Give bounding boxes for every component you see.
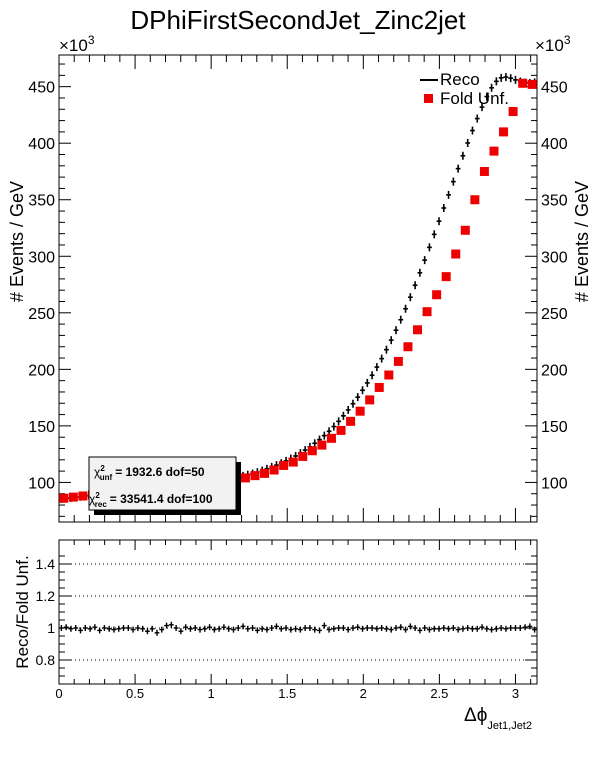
fold-point — [422, 307, 432, 317]
bottom-ytick-label: 1.2 — [36, 588, 56, 604]
top-ytick-label: 400 — [28, 136, 55, 153]
fold-point — [451, 249, 461, 259]
top-ytick-label-right: 350 — [541, 193, 568, 210]
fold-series — [59, 78, 537, 503]
stats-chi-unf: χ2 unf = 1932.6 dof=50 — [94, 464, 205, 482]
fold-point — [307, 446, 317, 456]
exponent-right: ×103 — [535, 33, 571, 55]
fold-point — [269, 465, 279, 475]
bottom-xtick-label: 2.5 — [430, 686, 448, 701]
bottom-panel-frame — [58, 539, 538, 685]
plot-title: DPhiFirstSecondJet_Zinc2jet — [130, 5, 466, 35]
exponent-left: ×103 — [59, 33, 95, 55]
fold-point — [240, 473, 250, 483]
bottom-xtick-label: 1.5 — [278, 686, 296, 701]
legend-fold-marker — [424, 94, 433, 103]
stats-box: χ2 unf = 1932.6 dof=50 χ2 rec = 33541.4 dof=… — [88, 456, 241, 515]
fold-point — [441, 272, 451, 282]
bottom-y-axis: 0.8 1 1.2 1.4 — [36, 555, 537, 677]
bottom-xtick-label: 3 — [512, 686, 519, 701]
stats-chi-rec: χ2 rec = 33541.4 dof=100 — [89, 491, 213, 509]
top-ytick-label: 250 — [28, 306, 55, 323]
fold-point — [250, 471, 260, 481]
fold-point — [59, 493, 69, 503]
bottom-ytick-label: 1.4 — [36, 556, 56, 572]
top-x-axis — [58, 55, 532, 522]
bottom-xlabel: ΔϕJet1,Jet2 — [464, 705, 532, 732]
fold-point — [279, 460, 289, 470]
top-ytick-label-right: 400 — [541, 136, 568, 153]
top-ylabel: # Events / GeV — [7, 181, 27, 302]
bottom-xtick-label: 0.5 — [126, 686, 144, 701]
top-ytick-label: 350 — [28, 193, 55, 210]
bottom-xtick-label: 2 — [360, 686, 367, 701]
legend-reco-label: Reco — [440, 70, 480, 89]
top-ytick-label-right: 300 — [541, 249, 568, 266]
fold-point — [499, 127, 509, 137]
fold-point — [432, 290, 442, 300]
stats-box-panel — [88, 456, 237, 511]
fold-point — [326, 433, 336, 443]
top-ytick-label: 450 — [28, 80, 55, 97]
fold-point — [518, 78, 528, 88]
legend: Reco Fold Unf. — [420, 70, 509, 108]
top-y-axis: 100 100 150 150 200 200 250 250 300 300 350 350 400 4… — [28, 63, 568, 517]
top-ytick-label: 100 — [28, 475, 55, 492]
fold-point — [288, 457, 298, 467]
fold-point — [403, 342, 413, 352]
fold-point — [413, 325, 422, 335]
top-ytick-label: 300 — [28, 249, 55, 266]
ratio-series — [59, 621, 537, 636]
fold-point — [355, 406, 365, 416]
top-ytick-label-right: 450 — [541, 80, 568, 97]
top-ytick-label: 200 — [28, 362, 55, 379]
fold-point — [489, 146, 499, 156]
fold-point — [336, 425, 346, 435]
top-ylabel-right: # Events / GeV — [572, 181, 592, 302]
fold-point — [393, 356, 403, 366]
fold-point — [460, 225, 470, 235]
reco-series — [59, 73, 537, 503]
fold-point — [260, 468, 270, 478]
fold-point — [317, 440, 327, 450]
fold-point — [365, 395, 375, 405]
fold-point — [479, 166, 489, 176]
top-ytick-label-right: 200 — [541, 362, 568, 379]
top-panel-frame — [58, 54, 538, 523]
fold-point — [384, 370, 394, 380]
fold-point — [68, 492, 78, 502]
bottom-ytick-label: 0.8 — [36, 652, 56, 668]
fold-point — [470, 195, 480, 205]
ratio-reference-lines — [59, 563, 537, 661]
top-ytick-label-right: 250 — [541, 306, 568, 323]
bottom-ylabel: Reco/Fold Unf. — [13, 555, 32, 668]
legend-fold-label: Fold Unf. — [440, 89, 509, 108]
fold-point — [78, 491, 88, 501]
fold-point — [374, 382, 384, 392]
fold-point — [346, 416, 356, 426]
bottom-xtick-label: 0 — [55, 686, 62, 701]
fold-point — [298, 451, 308, 461]
bottom-xtick-label: 1 — [208, 686, 215, 701]
bottom-ytick-label: 1 — [47, 620, 55, 636]
fold-point — [527, 79, 537, 89]
top-ytick-label: 150 — [28, 419, 55, 436]
top-ytick-label-right: 100 — [541, 475, 568, 492]
bottom-x-axis: 0 0.5 1 1.5 2 2.5 3 — [55, 540, 532, 701]
fold-point — [508, 107, 518, 117]
top-ytick-label-right: 150 — [541, 419, 568, 436]
